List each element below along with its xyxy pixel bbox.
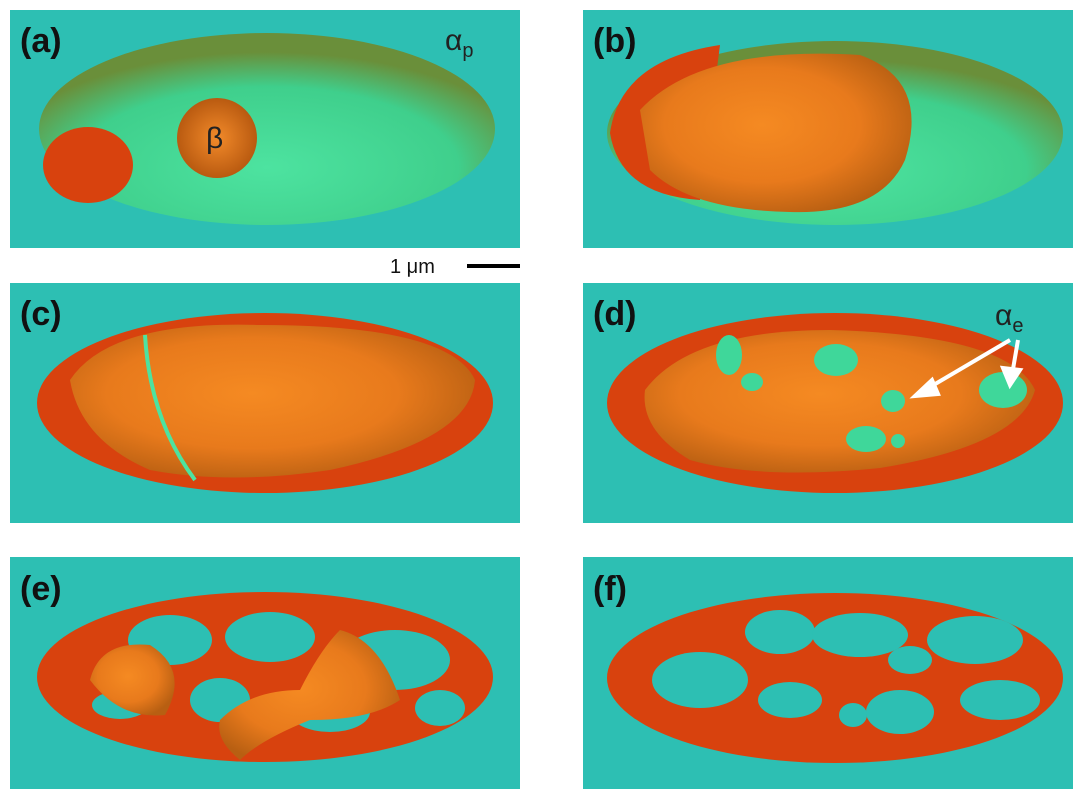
figure: (a) (b) (c) (d) (e) (f) αp β αe 1 μm — [0, 0, 1081, 796]
precipitate — [43, 127, 133, 203]
panels — [10, 10, 1073, 789]
beta-label: β — [206, 122, 223, 155]
panel-label: (e) — [20, 570, 62, 608]
panel-label: (b) — [593, 22, 636, 60]
panel-label: (d) — [593, 295, 636, 333]
subscript: e — [1012, 315, 1023, 337]
panel-label: (c) — [20, 295, 62, 333]
symbol: α — [445, 24, 462, 57]
subscript: p — [462, 40, 473, 62]
scale-bar-label: 1 μm — [390, 256, 435, 278]
panel-label: (a) — [20, 22, 62, 60]
panel-label: (f) — [593, 570, 627, 608]
symbol: α — [995, 299, 1012, 332]
